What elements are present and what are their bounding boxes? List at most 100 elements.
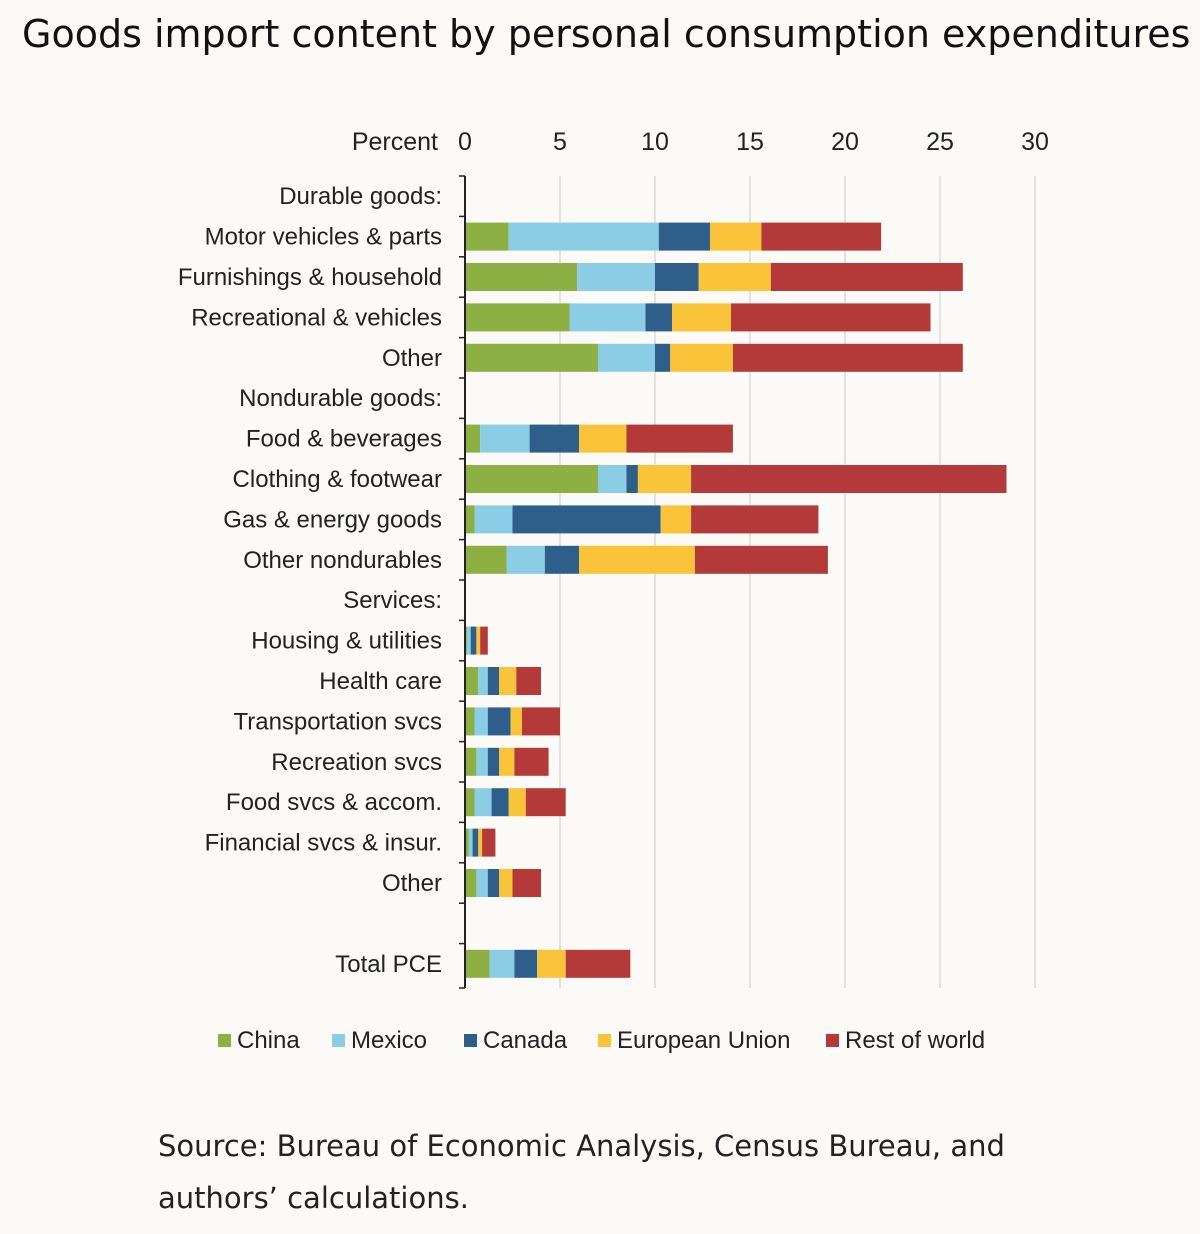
bar-segment-canada — [487, 707, 511, 736]
bar-segment-canada — [529, 424, 579, 453]
category-label: Food & beverages — [246, 426, 442, 453]
source-note: Source: Bureau of Economic Analysis, Cen… — [158, 1129, 1005, 1215]
bar-segment-european-union — [660, 505, 692, 534]
bar-segment-china — [465, 263, 578, 291]
bar-segment-china — [465, 424, 481, 453]
bar-segment-rest-of-world — [694, 545, 828, 574]
bar-segment-european-union — [476, 626, 481, 655]
bar-segment-china — [465, 707, 475, 736]
group-header-label: Nondurable goods: — [239, 385, 442, 412]
bar-segment-rest-of-world — [732, 343, 963, 372]
bar-segment-mexico — [474, 505, 513, 534]
bar-segment-mexico — [474, 788, 492, 817]
bar-segment-rest-of-world — [522, 707, 560, 736]
bar-segment-canada — [470, 626, 477, 655]
category-label: Recreational & vehicles — [191, 304, 442, 331]
category-label: Other — [382, 345, 442, 372]
bar-segment-european-union — [579, 424, 627, 453]
bar-segment-canada — [544, 545, 579, 574]
bar-segment-european-union — [710, 222, 762, 251]
x-tick-label: 15 — [736, 128, 764, 156]
legend-label: Canada — [483, 1027, 568, 1054]
bar-segment-mexico — [569, 303, 646, 332]
category-label: Other nondurables — [243, 547, 442, 574]
category-label: Recreation svcs — [271, 749, 442, 776]
bar-segment-china — [465, 828, 469, 857]
chart-title: Goods import content by personal consump… — [22, 12, 1191, 56]
bar-segment-rest-of-world — [512, 869, 541, 897]
x-tick-label: 0 — [458, 128, 472, 156]
bar-segment-european-union — [499, 667, 517, 695]
x-tick-label: 30 — [1021, 128, 1049, 156]
legend-label: Rest of world — [845, 1027, 985, 1054]
x-tick-label: 20 — [831, 128, 859, 156]
category-label: Furnishings & household — [178, 264, 442, 291]
category-label: Transportation svcs — [233, 708, 442, 735]
bar-segment-european-union — [478, 828, 483, 857]
bar-segment-canada — [512, 505, 661, 534]
bar-segment-rest-of-world — [525, 788, 566, 817]
bar-segment-china — [465, 343, 598, 372]
bar-segment-mexico — [489, 949, 515, 978]
legend-swatch-canada — [464, 1034, 477, 1047]
category-label: Gas & energy goods — [223, 506, 442, 533]
bar-segment-european-union — [579, 545, 695, 574]
bar-segment-china — [465, 788, 475, 817]
legend-swatch-rest-of-world — [826, 1034, 839, 1047]
bar-segment-china — [465, 505, 475, 534]
bar-segment-canada — [487, 667, 500, 695]
category-label: Clothing & footwear — [233, 466, 442, 493]
x-tick-label: 5 — [553, 128, 567, 156]
category-label: Total PCE — [335, 951, 442, 978]
x-tick-label: 10 — [641, 128, 669, 156]
bar-segment-mexico — [476, 869, 488, 897]
bar-segment-mexico — [598, 343, 655, 372]
bar-segment-rest-of-world — [626, 424, 733, 453]
bar-segment-canada — [655, 343, 671, 372]
bar-segment-canada — [491, 788, 509, 817]
category-label: Motor vehicles & parts — [205, 224, 442, 251]
gridlines — [559, 176, 1036, 988]
bar-segment-canada — [472, 828, 479, 857]
category-label: Health care — [319, 668, 442, 695]
bar-segment-canada — [645, 303, 673, 332]
bar-segment-canada — [655, 263, 699, 291]
bar-segment-rest-of-world — [482, 828, 496, 857]
axis: 0 5 10 15 20 25 30 Percent — [352, 128, 1049, 989]
stacked-bar-chart: 0 5 10 15 20 25 30 Percent Durable goods: Motor … — [178, 128, 1049, 1054]
bar-segment-european-union — [537, 949, 566, 978]
bar-segment-rest-of-world — [565, 949, 631, 978]
bar-segment-china — [465, 465, 598, 493]
bar-segment-china — [465, 949, 490, 978]
bar-segment-china — [465, 747, 477, 776]
bar-segment-rest-of-world — [516, 667, 541, 695]
bar-segment-european-union — [672, 303, 731, 332]
legend-swatch-mexico — [332, 1034, 345, 1047]
bar-segment-rest-of-world — [480, 626, 488, 655]
category-label: Other — [382, 870, 442, 897]
bar-segment-european-union — [508, 788, 526, 817]
bar-segment-mexico — [466, 626, 471, 655]
bar-segment-china — [465, 667, 479, 695]
bar-segment-mexico — [506, 545, 545, 574]
bar-segment-mexico — [474, 707, 488, 736]
bars — [465, 222, 1007, 978]
bar-segment-canada — [487, 869, 500, 897]
bar-segment-european-union — [670, 343, 733, 372]
legend-swatch-european-union — [598, 1034, 611, 1047]
bar-segment-china — [465, 869, 477, 897]
legend: China Mexico Canada European Union Rest of w… — [218, 1027, 985, 1054]
legend-label: China — [237, 1027, 300, 1054]
category-label: Food svcs & accom. — [226, 789, 442, 816]
bar-segment-rest-of-world — [691, 505, 819, 534]
bar-segment-rest-of-world — [514, 747, 549, 776]
legend-swatch-china — [218, 1034, 231, 1047]
category-labels: Durable goods: Motor vehicles & parts Furn… — [178, 183, 442, 978]
bar-segment-rest-of-world — [761, 222, 882, 251]
bar-segment-canada — [626, 465, 638, 493]
bar-segment-mexico — [577, 263, 655, 291]
bar-segment-canada — [487, 747, 500, 776]
bar-segment-canada — [514, 949, 538, 978]
group-header-label: Durable goods: — [279, 183, 442, 210]
bar-segment-mexico — [480, 424, 530, 453]
